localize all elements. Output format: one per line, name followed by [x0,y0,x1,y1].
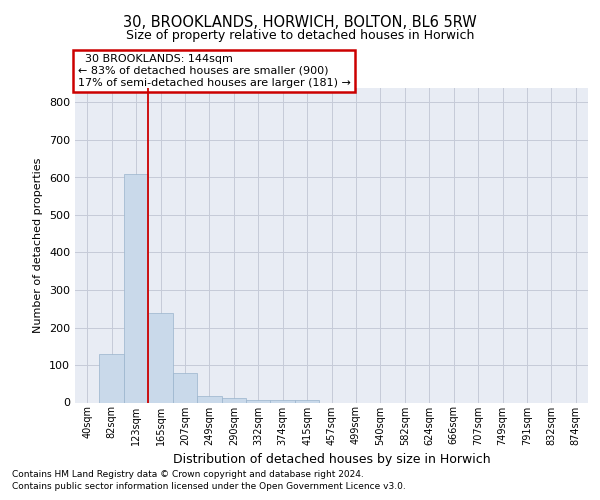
Bar [246,400,271,402]
Bar [124,174,148,402]
Bar [271,400,295,402]
Bar [221,398,246,402]
Bar [100,354,124,403]
Text: Size of property relative to detached houses in Horwich: Size of property relative to detached ho… [126,29,474,42]
Text: Contains public sector information licensed under the Open Government Licence v3: Contains public sector information licen… [12,482,406,491]
Bar [148,312,173,402]
Bar [295,400,319,402]
Text: Contains HM Land Registry data © Crown copyright and database right 2024.: Contains HM Land Registry data © Crown c… [12,470,364,479]
Bar [197,396,221,402]
Text: 30, BROOKLANDS, HORWICH, BOLTON, BL6 5RW: 30, BROOKLANDS, HORWICH, BOLTON, BL6 5RW [123,15,477,30]
Text: 30 BROOKLANDS: 144sqm
← 83% of detached houses are smaller (900)
17% of semi-det: 30 BROOKLANDS: 144sqm ← 83% of detached … [77,54,350,88]
Y-axis label: Number of detached properties: Number of detached properties [34,158,43,332]
X-axis label: Distribution of detached houses by size in Horwich: Distribution of detached houses by size … [173,453,490,466]
Bar [173,372,197,402]
